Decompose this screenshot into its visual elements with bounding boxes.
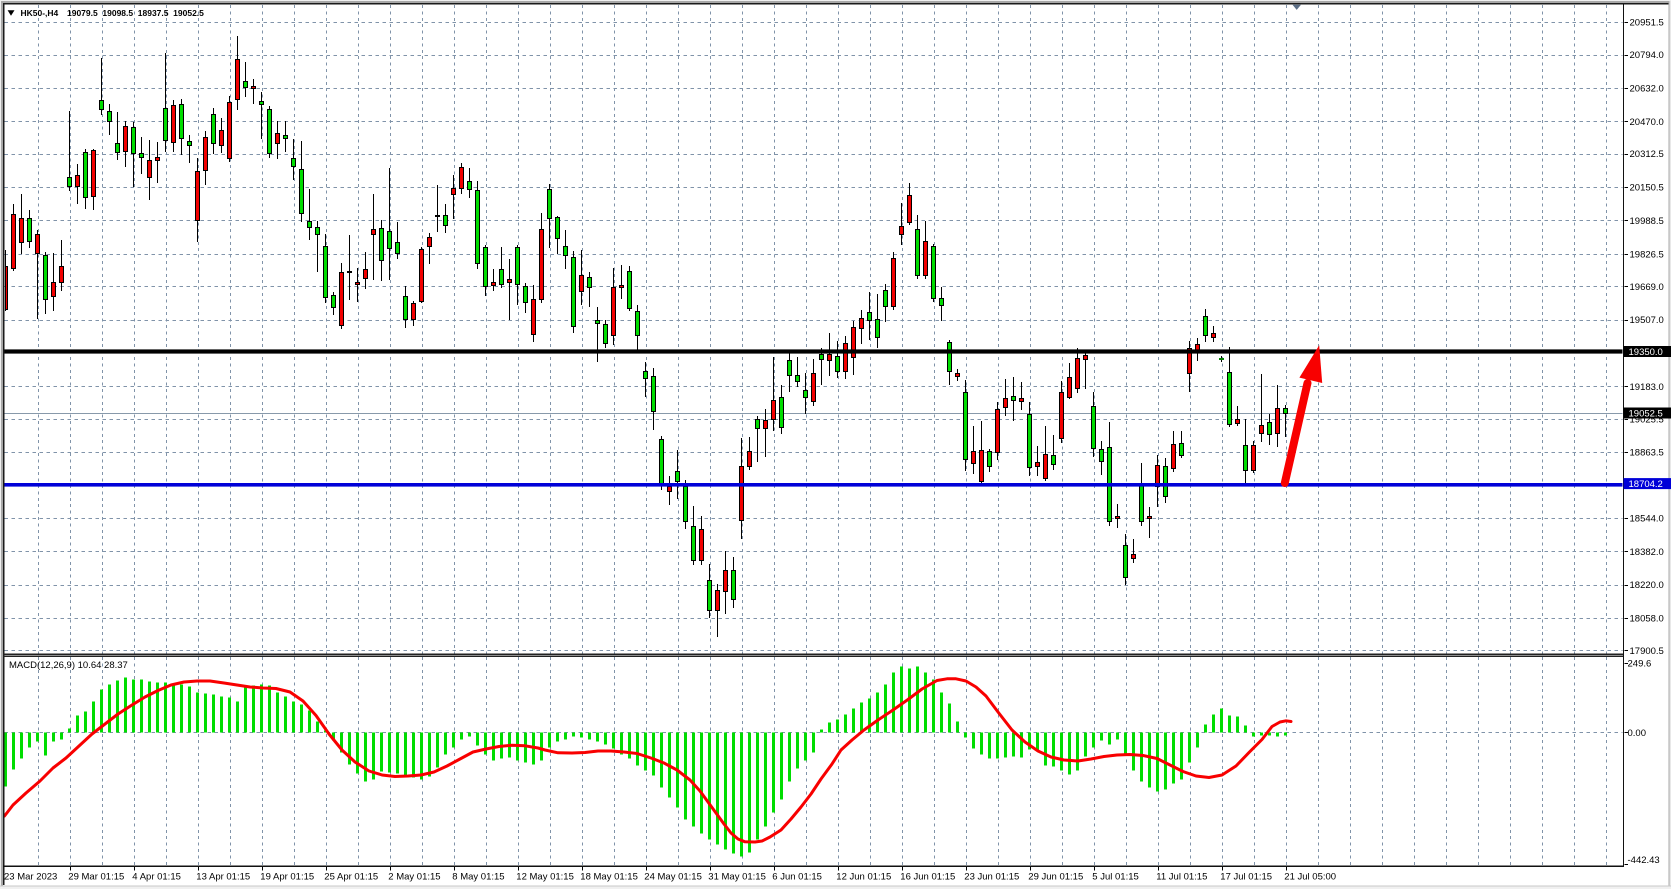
svg-text:19052.5: 19052.5 — [1629, 409, 1663, 420]
svg-text:20470.0: 20470.0 — [1630, 117, 1664, 128]
svg-text:19988.5: 19988.5 — [1630, 216, 1664, 227]
svg-text:13 Apr 01:15: 13 Apr 01:15 — [196, 872, 250, 883]
svg-text:2 May 01:15: 2 May 01:15 — [388, 872, 440, 883]
svg-text:19350.0: 19350.0 — [1629, 347, 1663, 358]
svg-text:29 Jun 01:15: 29 Jun 01:15 — [1028, 872, 1083, 883]
svg-text:19183.0: 19183.0 — [1630, 382, 1664, 393]
svg-text:18220.0: 18220.0 — [1630, 580, 1664, 591]
svg-text:18544.0: 18544.0 — [1630, 514, 1664, 525]
svg-text:16 Jun 01:15: 16 Jun 01:15 — [900, 872, 955, 883]
svg-text:20312.5: 20312.5 — [1630, 149, 1664, 160]
svg-text:18863.5: 18863.5 — [1630, 448, 1664, 459]
svg-text:19079.5 19098.5 18937.5 19052.: 19079.5 19098.5 18937.5 19052.5 — [67, 8, 204, 18]
svg-text:31 May 01:15: 31 May 01:15 — [708, 872, 766, 883]
svg-text:20632.0: 20632.0 — [1630, 83, 1664, 94]
svg-text:0.00: 0.00 — [1628, 728, 1647, 739]
svg-text:-442.43: -442.43 — [1628, 855, 1660, 866]
svg-text:17 Jul 01:15: 17 Jul 01:15 — [1220, 872, 1272, 883]
svg-text:5 Jul 01:15: 5 Jul 01:15 — [1092, 872, 1138, 883]
svg-text:23 Mar 2023: 23 Mar 2023 — [4, 872, 57, 883]
svg-text:18 May 01:15: 18 May 01:15 — [580, 872, 638, 883]
svg-text:19669.0: 19669.0 — [1630, 282, 1664, 293]
svg-text:20794.0: 20794.0 — [1630, 50, 1664, 61]
svg-text:11 Jul 01:15: 11 Jul 01:15 — [1156, 872, 1207, 883]
svg-text:12 Jun 01:15: 12 Jun 01:15 — [836, 872, 891, 883]
svg-text:6 Jun 01:15: 6 Jun 01:15 — [772, 872, 822, 883]
svg-text:249.6: 249.6 — [1628, 659, 1652, 670]
svg-text:21 Jul 05:00: 21 Jul 05:00 — [1284, 872, 1336, 883]
svg-text:17900.5: 17900.5 — [1630, 646, 1664, 657]
svg-text:20150.5: 20150.5 — [1630, 183, 1664, 194]
svg-text:18704.2: 18704.2 — [1629, 479, 1663, 490]
svg-text:18058.0: 18058.0 — [1630, 614, 1664, 625]
svg-text:18382.0: 18382.0 — [1630, 547, 1664, 558]
svg-text:25 Apr 01:15: 25 Apr 01:15 — [324, 872, 378, 883]
svg-text:24 May 01:15: 24 May 01:15 — [644, 872, 702, 883]
svg-text:8 May 01:15: 8 May 01:15 — [452, 872, 504, 883]
svg-text:20951.5: 20951.5 — [1630, 18, 1664, 29]
svg-text:MACD(12,26,9) 10.64 28.37: MACD(12,26,9) 10.64 28.37 — [9, 660, 128, 671]
svg-text:19826.5: 19826.5 — [1630, 249, 1664, 260]
svg-text:HK50-,H4: HK50-,H4 — [21, 8, 59, 18]
svg-text:12 May 01:15: 12 May 01:15 — [516, 872, 574, 883]
svg-text:19507.0: 19507.0 — [1630, 315, 1664, 326]
svg-text:29 Mar 01:15: 29 Mar 01:15 — [68, 872, 124, 883]
svg-text:19 Apr 01:15: 19 Apr 01:15 — [260, 872, 314, 883]
svg-text:23 Jun 01:15: 23 Jun 01:15 — [964, 872, 1019, 883]
svg-text:4 Apr 01:15: 4 Apr 01:15 — [132, 872, 181, 883]
